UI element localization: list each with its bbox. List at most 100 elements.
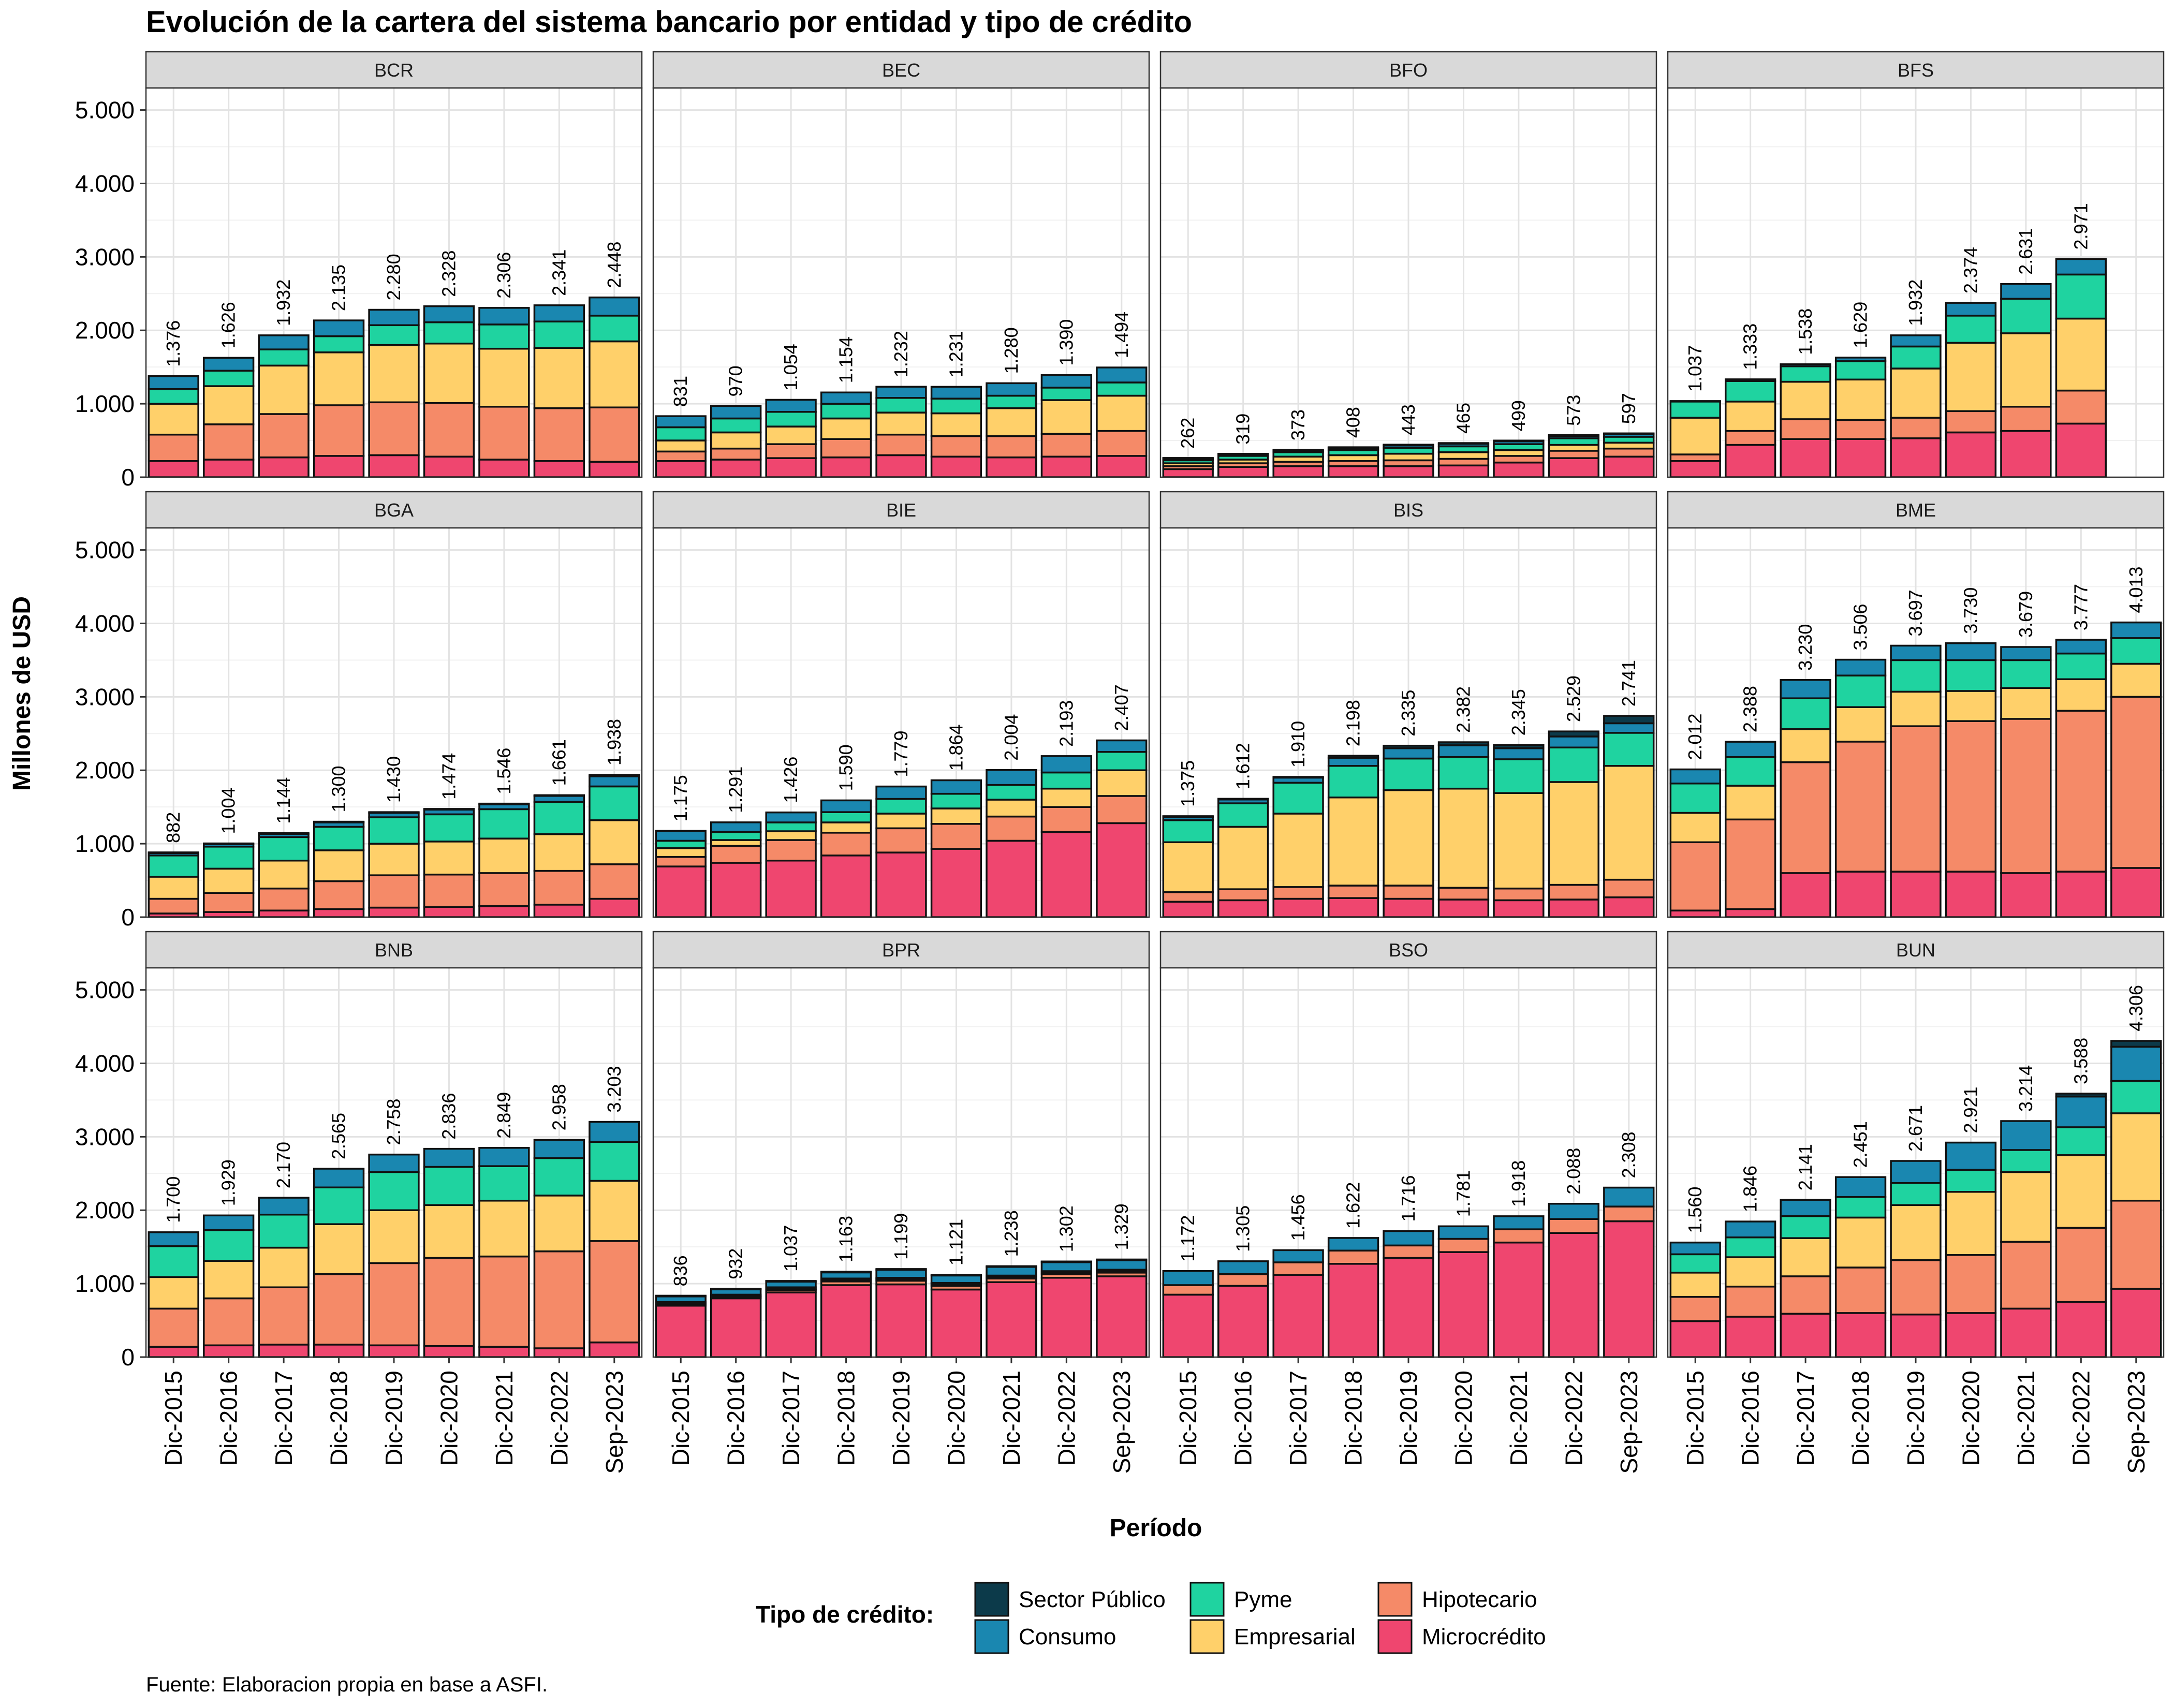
y-tick-label: 2.000	[75, 317, 135, 344]
bar-segment-empresarial	[1437, 787, 1490, 889]
facet-strip	[145, 51, 643, 89]
bar-segment-consumo	[1327, 1237, 1379, 1252]
facet-strip-label: BPR	[882, 939, 920, 961]
bar-segment-consumo	[148, 375, 199, 390]
bar-segment-pyme	[986, 784, 1037, 801]
bar-segment-microcr-dito	[1383, 897, 1434, 918]
bar-segment-microcr-dito	[1162, 1293, 1214, 1358]
bar-segment-consumo	[875, 386, 927, 399]
bar-segment-empresarial	[203, 385, 255, 425]
bar-segment-hipotecario	[1437, 887, 1490, 901]
bar-segment-microcr-dito	[2000, 1307, 2052, 1358]
total-data-label: 2.565	[328, 1113, 349, 1159]
bar-segment-microcr-dito	[1383, 465, 1434, 478]
total-data-label: 1.629	[1850, 302, 1871, 348]
y-tick-label: 4.000	[75, 610, 135, 637]
x-tick-label: Dic-2020	[943, 1371, 970, 1466]
total-data-label: 2.135	[328, 264, 349, 311]
bar-segment-microcr-dito	[148, 460, 199, 478]
bar-segment-consumo	[2055, 258, 2107, 276]
bar-segment-microcr-dito	[1096, 822, 1148, 918]
bar-segment-pyme	[313, 335, 365, 354]
bar-segment-hipotecario	[1890, 417, 1942, 439]
bar-segment-microcr-dito	[1096, 455, 1148, 478]
panel-border	[1667, 527, 2165, 918]
chart-title: Evolución de la cartera del sistema banc…	[146, 5, 1192, 39]
bar-segment-microcr-dito	[875, 851, 927, 918]
bar-segment-consumo	[589, 775, 640, 788]
total-data-label: 2.280	[383, 254, 404, 300]
bar-segment-empresarial	[1780, 728, 1831, 763]
bar-segment-consumo	[820, 391, 872, 405]
total-data-label: 2.004	[1001, 714, 1022, 761]
bar-segment-microcr-dito	[1669, 909, 1721, 918]
bar-segment-hipotecario	[1493, 455, 1545, 464]
caption: Fuente: Elaboracion propia en base a ASF…	[146, 1673, 548, 1696]
legend-key	[974, 1619, 1009, 1654]
facet-bfo: BFO 262 319 373 408 443 465 499 573 597	[1159, 51, 1657, 478]
bar-segment-consumo	[710, 405, 762, 420]
bar-segment-empresarial	[1437, 451, 1490, 460]
bar-segment-pyme	[1162, 819, 1214, 844]
bar-segment-microcr-dito	[1327, 1263, 1379, 1358]
total-data-label: 1.232	[890, 331, 912, 377]
x-tick-label: Dic-2015	[1682, 1371, 1709, 1466]
x-tick-label: Dic-2015	[667, 1371, 694, 1466]
bar-segment-consumo	[1725, 378, 1776, 382]
bar-segment-pyme	[1603, 732, 1655, 767]
bar-segment-pyme	[1725, 1236, 1776, 1258]
bar-segment-pyme	[2110, 637, 2162, 665]
total-data-label: 2.382	[1452, 686, 1474, 733]
total-data-label: 3.230	[1795, 624, 1816, 671]
bar-segment-microcr-dito	[1669, 460, 1721, 478]
panel-border	[1159, 527, 1657, 918]
legend-label: Consumo	[1019, 1624, 1116, 1650]
total-data-label: 2.849	[493, 1092, 515, 1139]
bar-segment-microcr-dito	[2055, 1301, 2107, 1358]
total-data-label: 1.560	[1684, 1187, 1706, 1233]
bar-segment-sector-p-blico	[258, 832, 310, 835]
total-data-label: 1.910	[1287, 721, 1309, 768]
y-tick-label: 5.000	[75, 977, 135, 1004]
bar-segment-pyme	[533, 320, 585, 349]
x-tick-label: Dic-2022	[1560, 1371, 1587, 1466]
bar-segment-microcr-dito	[368, 906, 420, 918]
bar-segment-consumo	[875, 1269, 927, 1279]
bar-segment-consumo	[258, 1197, 310, 1216]
x-tick-label: Dic-2015	[1174, 1371, 1201, 1466]
bar-segment-microcr-dito	[986, 840, 1037, 918]
facet-bun: BUN 1.560 1.846 2.141 2.451 2.671 2.921 3.214 3.…	[1667, 931, 2165, 1474]
bar-segment-microcr-dito	[2110, 867, 2162, 918]
bar-segment-hipotecario	[875, 433, 927, 457]
total-data-label: 2.088	[1563, 1148, 1584, 1195]
total-data-label: 1.938	[604, 719, 625, 765]
bar-segment-pyme	[478, 1165, 530, 1202]
bar-segment-sector-p-blico	[875, 1268, 927, 1271]
bar-segment-empresarial	[203, 1260, 255, 1300]
bar-segment-pyme	[1493, 758, 1545, 794]
bar-segment-microcr-dito	[423, 455, 475, 478]
bar-segment-pyme	[1217, 802, 1269, 828]
bar-segment-microcr-dito	[258, 1344, 310, 1358]
bar-segment-empresarial	[875, 411, 927, 436]
legend-title: Tipo de crédito:	[756, 1601, 934, 1628]
bar-segment-hipotecario	[1096, 795, 1148, 824]
bar-segment-microcr-dito	[203, 459, 255, 478]
bar-segment-pyme	[1040, 387, 1092, 401]
facet-strip-label: BNB	[375, 939, 413, 961]
legend-key	[1189, 1582, 1225, 1617]
panel-border	[1667, 87, 2165, 478]
bar-segment-microcr-dito	[1437, 899, 1490, 918]
bar-segment-empresarial	[258, 364, 310, 415]
bar-segment-empresarial	[313, 1223, 365, 1275]
total-data-label: 1.333	[1740, 323, 1761, 370]
bar-segment-hipotecario	[1669, 453, 1721, 462]
bar-segment-microcr-dito	[478, 905, 530, 918]
bar-segment-consumo	[2000, 1120, 2052, 1151]
bar-segment-pyme	[1096, 381, 1148, 397]
bar-segment-pyme	[1780, 365, 1831, 383]
bar-segment-empresarial	[2055, 317, 2107, 392]
total-data-label: 2.170	[273, 1142, 294, 1188]
bar-segment-pyme	[1725, 756, 1776, 787]
bar-segment-empresarial	[2110, 1112, 2162, 1202]
